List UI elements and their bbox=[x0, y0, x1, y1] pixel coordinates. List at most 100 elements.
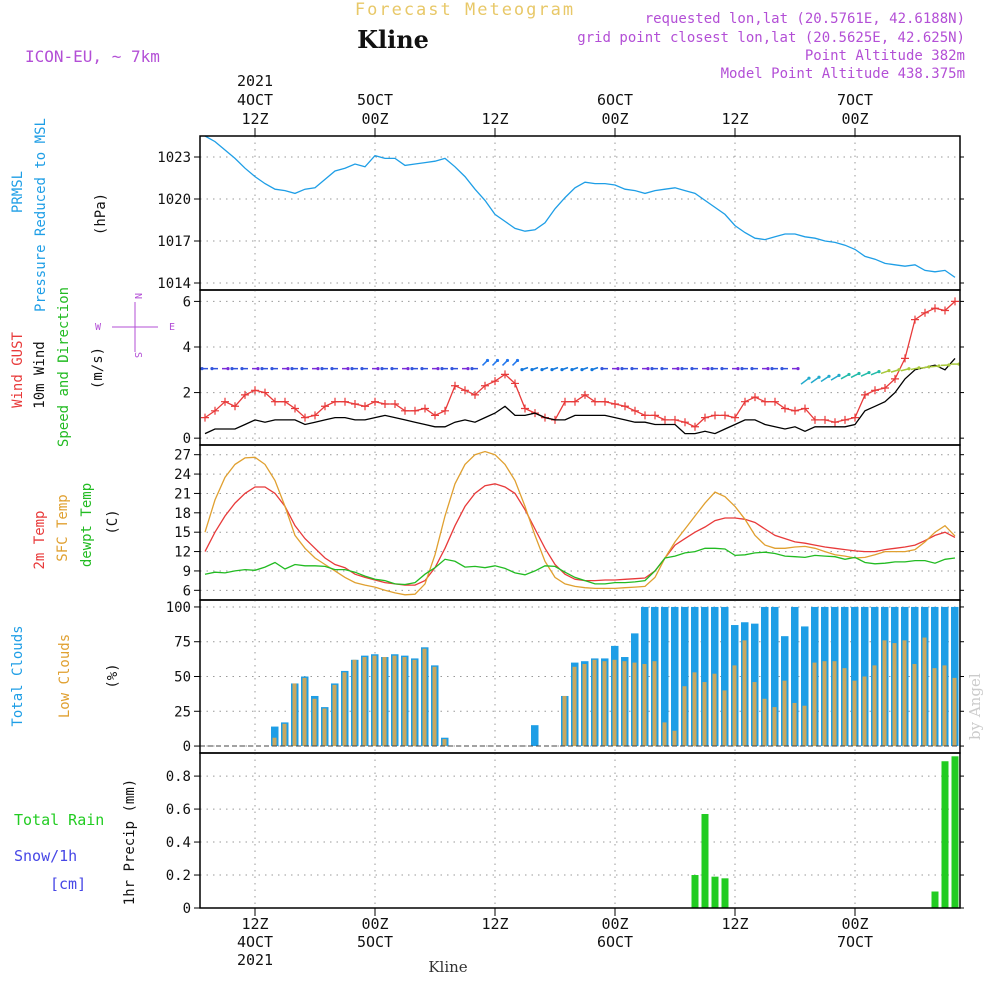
model-label: ICON-EU, ~ 7km bbox=[25, 47, 160, 66]
gust-marker bbox=[421, 404, 429, 413]
location-title: Kline bbox=[357, 25, 429, 54]
wind-arrow-head bbox=[410, 367, 414, 371]
total-cloud-bar bbox=[701, 606, 709, 747]
top-time-label: 00Z bbox=[601, 110, 628, 128]
top-time-label: 00Z bbox=[841, 110, 868, 128]
gust-marker bbox=[681, 418, 689, 427]
series-10m-wind bbox=[204, 357, 956, 435]
rain-label: Total Rain bbox=[14, 811, 104, 829]
low-cloud-bar bbox=[782, 680, 787, 747]
low-cloud-bar bbox=[762, 698, 767, 747]
total-cloud-bar bbox=[531, 725, 539, 747]
gust-marker bbox=[461, 386, 469, 395]
temperature-ytick-label: 12 bbox=[174, 545, 191, 561]
gust-marker bbox=[911, 315, 919, 324]
precip-ytick-label: 0.4 bbox=[166, 835, 191, 851]
low-cloud-bar bbox=[382, 657, 387, 747]
low-cloud-bar bbox=[722, 690, 727, 747]
wind-arrow-head bbox=[406, 367, 410, 371]
rain-bar bbox=[941, 761, 949, 908]
gust-marker bbox=[731, 413, 739, 422]
wind-panel: 0 2 4 6 bbox=[183, 289, 964, 447]
gust-marker bbox=[591, 397, 599, 406]
low-cloud-bar bbox=[582, 663, 587, 747]
gust-marker bbox=[881, 384, 889, 393]
low-cloud-bar bbox=[752, 682, 757, 747]
top-time-label: 6OCT bbox=[597, 91, 633, 109]
gust-marker bbox=[931, 304, 939, 313]
wind-arrow-head bbox=[350, 367, 354, 371]
gust-marker bbox=[201, 413, 209, 422]
wind-arrow-head bbox=[877, 369, 881, 374]
wind-arrow-head bbox=[270, 367, 274, 371]
snow-label: Snow/1h bbox=[14, 847, 77, 865]
gust-marker bbox=[711, 411, 719, 420]
gust-marker bbox=[261, 388, 269, 397]
compass-w: W bbox=[95, 322, 102, 333]
snow-unit: [cm] bbox=[50, 875, 86, 893]
rain-bar bbox=[721, 878, 729, 908]
precip-panel: 0 0.2 0.4 0.6 0.8 bbox=[166, 752, 964, 917]
gust-marker bbox=[921, 308, 929, 317]
gust-marker bbox=[601, 397, 609, 406]
dewpt-label: dewpt Temp bbox=[79, 483, 95, 567]
wind-arrow-head bbox=[240, 367, 244, 371]
low-cloud-bar bbox=[672, 730, 677, 747]
gust-marker bbox=[441, 406, 449, 415]
low-cloud-bar bbox=[912, 663, 917, 747]
wind-arrow-head bbox=[706, 367, 710, 371]
low-cloud-bar bbox=[442, 739, 447, 747]
precip-ytick-label: 0.8 bbox=[166, 769, 191, 785]
pressure-label-1: PRMSL bbox=[10, 171, 26, 213]
wind-arrow-head bbox=[485, 358, 490, 363]
wind-arrow-head bbox=[847, 372, 851, 377]
gust-marker bbox=[481, 381, 489, 390]
wind-arrow-head bbox=[927, 365, 931, 369]
wind-arrow-head bbox=[650, 367, 654, 371]
temperature-ytick-label: 21 bbox=[174, 486, 191, 502]
temperature-ytick-label: 24 bbox=[174, 467, 191, 483]
total-cloud-bar bbox=[761, 606, 769, 747]
gust-marker bbox=[431, 411, 439, 420]
gust-marker bbox=[891, 374, 899, 383]
low-cloud-bar bbox=[602, 661, 607, 747]
top-time-label: 00Z bbox=[361, 110, 388, 128]
bottom-time-label: 12Z bbox=[721, 915, 748, 933]
gust-marker bbox=[831, 418, 839, 427]
gust-marker bbox=[621, 402, 629, 411]
pressure-ytick-label: 1014 bbox=[157, 276, 191, 292]
gust-marker bbox=[661, 415, 669, 424]
low-cloud-bar bbox=[712, 673, 717, 747]
gust-marker bbox=[471, 390, 479, 399]
wind-arrow-head bbox=[766, 367, 770, 371]
low-cloud-bar bbox=[732, 665, 737, 747]
total-cloud-bar bbox=[791, 606, 799, 747]
low-cloud-bar bbox=[282, 723, 287, 747]
rain-bar bbox=[701, 814, 709, 908]
wind-arrow-head bbox=[320, 367, 324, 371]
rain-bar bbox=[931, 891, 939, 908]
wind-arrow-head bbox=[360, 367, 364, 371]
gust-marker bbox=[781, 404, 789, 413]
temperature-ytick-label: 6 bbox=[183, 583, 191, 599]
gust-marker bbox=[271, 397, 279, 406]
wind-arrow-head bbox=[530, 368, 534, 372]
gust-marker bbox=[941, 306, 949, 315]
wind-arrow-head bbox=[857, 371, 861, 376]
low-cloud-bar bbox=[802, 705, 807, 747]
total-cloud-bar bbox=[771, 606, 779, 747]
wind-arrow-head bbox=[616, 367, 620, 371]
low-cloud-bar bbox=[372, 655, 377, 747]
wind-arrow-head bbox=[230, 367, 234, 371]
low-cloud-bar bbox=[822, 661, 827, 747]
temperature-ytick-label: 18 bbox=[174, 506, 191, 522]
top-time-label: 12Z bbox=[481, 110, 508, 128]
precip-ytick-label: 0.2 bbox=[166, 868, 191, 884]
gridpoint-coords: grid point closest lon,lat (20.5625E, 42… bbox=[577, 30, 965, 46]
wind-arrow-head bbox=[720, 367, 724, 371]
wind-arrow-head bbox=[907, 367, 911, 371]
gust-marker bbox=[771, 397, 779, 406]
wind-arrow-head bbox=[440, 367, 444, 371]
low-cloud-bar bbox=[852, 680, 857, 747]
gust-marker bbox=[341, 397, 349, 406]
